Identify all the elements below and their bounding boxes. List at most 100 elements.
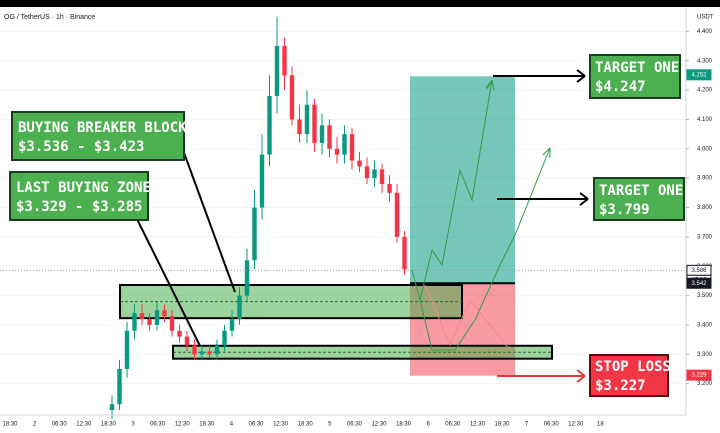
- y-tick-label: 3.400: [697, 323, 713, 329]
- x-tick-label: 6: [427, 422, 431, 428]
- y-tick-label: 4.400: [697, 29, 713, 35]
- y-axis-unit: USDT: [697, 15, 714, 21]
- x-tick-label: 06:30: [347, 422, 363, 428]
- candle-body: [304, 104, 310, 135]
- candle-body: [319, 125, 325, 143]
- x-tick-label: 12:30: [470, 422, 486, 428]
- pointer: [182, 149, 236, 293]
- x-tick-label: 12:30: [273, 422, 289, 428]
- annotation-title: TARGET ONE: [595, 60, 679, 76]
- candle-body: [297, 119, 302, 135]
- x-tick-label: 12:30: [175, 422, 191, 428]
- candle-body: [169, 316, 175, 331]
- candle-body: [124, 330, 130, 369]
- candle-body: [289, 75, 295, 120]
- annotation-range: $3.536 - $3.423: [18, 139, 144, 155]
- x-tick-label: 12:30: [371, 422, 387, 428]
- candle-body: [259, 154, 265, 208]
- x-tick-label: 06:30: [150, 422, 166, 428]
- price-tag: [686, 69, 712, 81]
- candle-body: [139, 313, 145, 320]
- annotation-title: TARGET ONE: [599, 183, 683, 199]
- price-tag-label: 3.229: [691, 373, 707, 379]
- candle-body: [252, 207, 257, 261]
- x-tick-label: 18: [597, 422, 604, 428]
- candle-body: [229, 319, 235, 331]
- candle-body: [387, 184, 392, 193]
- annotation-title: BUYING BREAKER BLOCK: [18, 120, 187, 136]
- x-tick-label: 7: [525, 422, 529, 428]
- candle-body: [327, 125, 332, 149]
- candle-body: [244, 260, 250, 296]
- x-tick-label: 06:30: [445, 422, 461, 428]
- x-tick-label: 18:30: [298, 422, 314, 428]
- candle-body: [132, 313, 137, 331]
- y-tick-label: 3.700: [697, 234, 713, 240]
- price-tag: [686, 369, 712, 381]
- candle-body: [402, 236, 407, 270]
- candle-body: [184, 336, 190, 346]
- y-tick-label: 3.500: [697, 293, 713, 299]
- annotation-title: LAST BUYING ZONE: [16, 180, 151, 196]
- candle-body: [109, 404, 115, 411]
- axes: 3.2003.3003.4003.5003.6003.7003.8003.900…: [2, 29, 712, 428]
- candle-body: [147, 319, 152, 325]
- price-tag-label: 4.252: [691, 72, 707, 78]
- annotation-price: $4.247: [595, 79, 646, 95]
- take-profit-area: [410, 76, 515, 284]
- candle-body: [349, 134, 355, 161]
- projection-alt: [411, 147, 551, 351]
- arrowhead: [576, 69, 586, 83]
- candle-body: [312, 104, 317, 143]
- pointer: [134, 214, 201, 347]
- candle-body: [357, 160, 362, 167]
- annotation-box: [589, 54, 681, 99]
- y-tick-label: 3.300: [697, 352, 713, 358]
- candle-body: [214, 345, 220, 355]
- bands: [119, 76, 553, 376]
- arrowhead: [579, 192, 589, 206]
- x-tick-label: 4: [230, 422, 234, 428]
- candle-body: [379, 169, 385, 185]
- top-bar: [0, 0, 720, 7]
- x-tick-label: 2: [33, 422, 37, 428]
- candle-body: [199, 351, 205, 355]
- y-tick-label: 4.200: [697, 88, 713, 94]
- x-tick-label: 18:30: [101, 422, 117, 428]
- candle-body: [207, 351, 212, 355]
- x-tick-label: 5: [328, 422, 332, 428]
- chart-title: OG / TetherUS · 1h · Binance: [4, 14, 95, 21]
- y-tick-label: 4.000: [697, 146, 713, 152]
- candle-body: [372, 169, 377, 179]
- price-tag: [686, 277, 712, 289]
- x-tick-label: 18:30: [494, 422, 510, 428]
- annotation-price: $3.799: [599, 202, 650, 218]
- candle-body: [267, 95, 272, 155]
- x-tick-label: 18:30: [199, 422, 215, 428]
- x-tick-label: 3: [131, 422, 135, 428]
- candle-body: [282, 46, 287, 76]
- annotation-box: [593, 177, 685, 221]
- annotation-title: STOP LOSS: [595, 359, 671, 375]
- y-tick-label: 3.900: [697, 176, 713, 182]
- candles: [0, 16, 686, 419]
- y-tick-label: 3.800: [697, 205, 713, 211]
- arrowhead: [542, 147, 551, 158]
- x-tick-label: 18:30: [2, 422, 18, 428]
- price-tag-label: 3.542: [691, 281, 707, 287]
- annotation-price: $3.227: [595, 378, 646, 394]
- annotation-box: [9, 171, 149, 221]
- candle-body: [192, 345, 197, 355]
- projection-down: [424, 284, 511, 351]
- arrowhead: [576, 369, 586, 383]
- candle-body: [334, 148, 340, 155]
- x-tick-label: 18:30: [396, 422, 412, 428]
- candle-body: [154, 310, 160, 325]
- candle-body: [394, 192, 400, 237]
- candle-body: [364, 166, 370, 179]
- annotation-box: [589, 354, 669, 397]
- price-tag-label: 3.586: [691, 268, 707, 274]
- x-tick-label: 12:30: [76, 422, 92, 428]
- arrowhead: [485, 79, 495, 91]
